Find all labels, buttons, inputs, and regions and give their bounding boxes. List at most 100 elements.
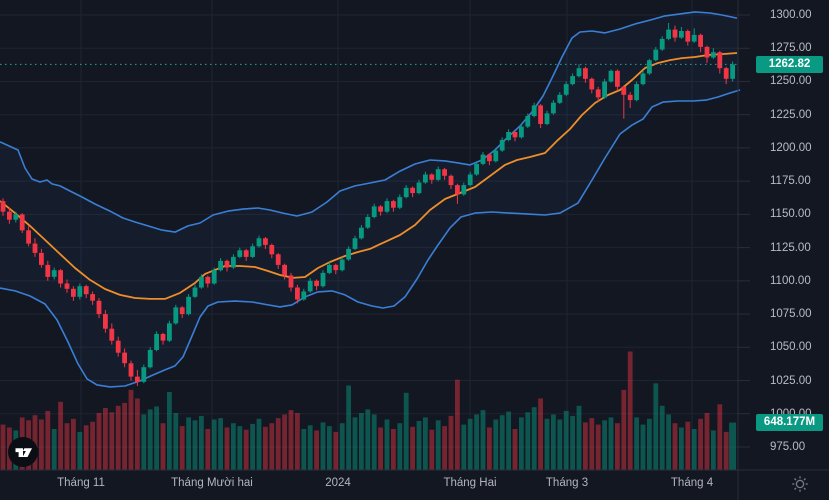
volume-bar [231, 423, 236, 470]
candle-body [51, 270, 57, 277]
candle-body [327, 264, 332, 273]
volume-bar [135, 398, 140, 470]
sun-icon-glyph [792, 476, 808, 492]
volume-bar [71, 418, 76, 470]
volume-bar [461, 424, 467, 470]
candle-body [506, 132, 511, 140]
volume-bar [391, 429, 396, 470]
time-axis-label: Tháng Hai [443, 477, 497, 489]
volume-bar [307, 425, 313, 470]
candle-body [442, 169, 447, 176]
candle-body [314, 280, 319, 287]
candle-body [685, 31, 691, 42]
candle-body [0, 201, 6, 212]
volume-bar [378, 427, 383, 470]
price-axis-label: 1200.00 [770, 141, 812, 154]
volume-bar [115, 405, 121, 470]
candle-body [333, 264, 339, 271]
volume-bar [621, 389, 627, 470]
time-axis-label: Tháng Mười hai [171, 477, 253, 489]
price-axis-label: 1075.00 [770, 308, 812, 321]
candle-body [96, 300, 102, 315]
candle-body [211, 270, 217, 284]
sun-icon[interactable] [790, 474, 810, 494]
candle-body [71, 288, 76, 297]
volume-bar [576, 405, 582, 470]
volume-bar [359, 413, 364, 470]
candle-body [320, 272, 326, 287]
volume-bar [352, 417, 358, 470]
price-axis-label: 1125.00 [770, 241, 811, 254]
volume-bar [103, 408, 108, 470]
volume-bar [691, 429, 697, 470]
candle-body [698, 34, 703, 47]
candle-body [512, 132, 518, 138]
candle-body [346, 248, 351, 260]
volume-bar [397, 423, 403, 470]
volume-bar [314, 430, 319, 470]
volume-bar [51, 429, 57, 470]
volume-bar [563, 410, 569, 470]
volume-bar [211, 419, 217, 470]
candle-body [589, 78, 595, 90]
volume-bar [365, 409, 371, 470]
tradingview-logo[interactable] [8, 437, 38, 467]
volume-bar [589, 418, 595, 470]
volume-bar [90, 421, 95, 470]
volume-bar [602, 420, 607, 470]
candle-body [544, 113, 550, 124]
volume-bar [557, 419, 563, 470]
volume-bar [672, 423, 678, 470]
volume-bar [250, 423, 255, 470]
volume-bar [442, 426, 447, 470]
candle-body [122, 352, 127, 364]
candle-body [275, 254, 281, 265]
price-axis-label: 1250.00 [770, 75, 812, 88]
candle-body [135, 376, 140, 382]
candle-body [231, 256, 236, 268]
candle-body [647, 60, 652, 74]
volume-bar [519, 417, 524, 470]
candle-body [154, 334, 159, 350]
candle-body [653, 49, 659, 61]
volume-bar [96, 413, 102, 470]
volume-bar [583, 422, 588, 470]
volume-bar [83, 425, 89, 470]
volume-bar [506, 411, 511, 470]
price-axis-label: 1025.00 [770, 374, 812, 387]
candle-body [666, 29, 671, 39]
volume-bar [186, 417, 191, 470]
candle-body [608, 70, 614, 82]
volume-bar [32, 415, 38, 470]
candle-body [410, 187, 415, 194]
candle-body [493, 150, 499, 162]
volume-bar [570, 415, 575, 470]
bollinger-basis-line [0, 52, 738, 300]
volume-bar [499, 415, 505, 470]
volume-bar [256, 418, 262, 470]
volume-bar [435, 420, 441, 470]
candle-body [339, 259, 345, 271]
volume-bar [109, 412, 115, 470]
volume-bar [64, 423, 70, 470]
candle-body [583, 68, 588, 79]
volume-bar [77, 431, 83, 470]
candle-body [570, 76, 575, 85]
candle-body [371, 206, 377, 217]
candle-body [109, 328, 115, 341]
volume-bar [551, 414, 556, 470]
candle-body [205, 276, 211, 284]
volume-bar [410, 426, 415, 470]
volume-bar [237, 426, 243, 470]
candle-body [640, 73, 646, 85]
time-axis-label: 2024 [325, 477, 351, 489]
volume-bar [301, 429, 307, 470]
bollinger-upper-line [0, 11, 738, 233]
time-axis-label: Tháng 4 [670, 477, 714, 489]
volume-bar [608, 417, 614, 470]
volume-bar [448, 415, 454, 470]
volume-bar [723, 431, 729, 470]
candle-body [115, 340, 121, 353]
